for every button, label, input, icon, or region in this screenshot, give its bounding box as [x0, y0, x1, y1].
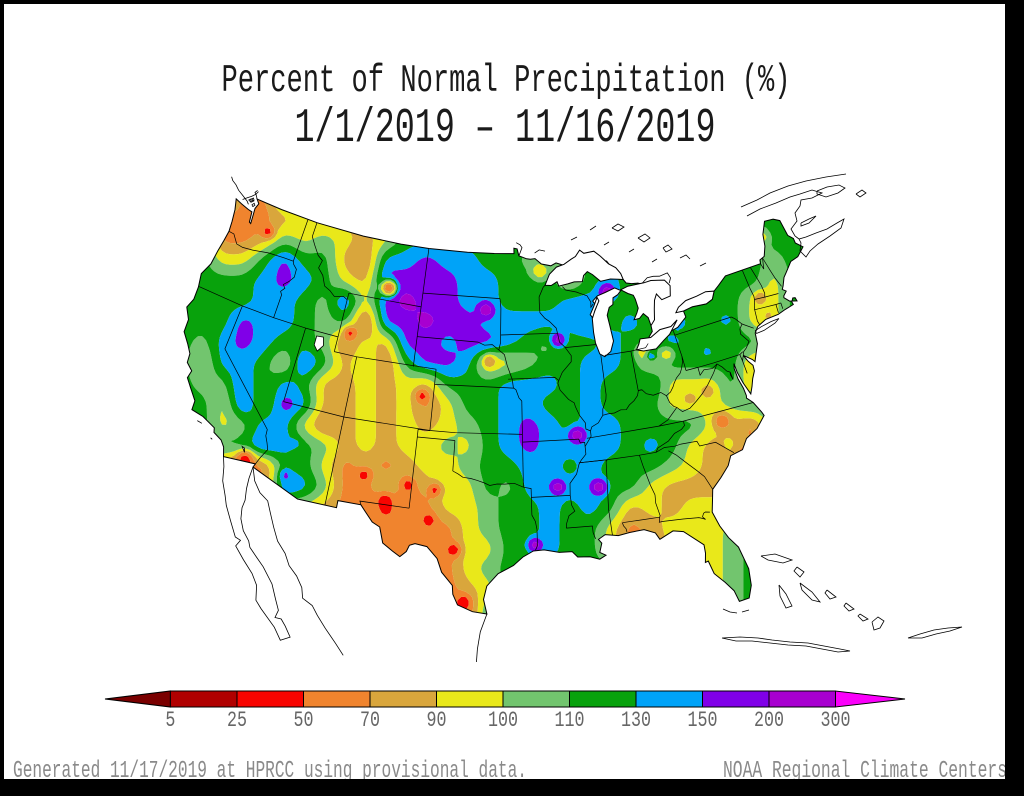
svg-text:25: 25 [227, 708, 247, 733]
svg-text:150: 150 [688, 708, 718, 733]
svg-text:1/1/2019 – 11/16/2019: 1/1/2019 – 11/16/2019 [295, 102, 716, 156]
svg-text:130: 130 [621, 708, 651, 733]
svg-text:5: 5 [165, 708, 175, 733]
svg-text:300: 300 [821, 708, 851, 733]
svg-text:110: 110 [555, 708, 585, 733]
svg-text:200: 200 [754, 708, 784, 733]
svg-text:90: 90 [427, 708, 447, 733]
svg-text:70: 70 [360, 708, 380, 733]
svg-text:50: 50 [294, 708, 314, 733]
svg-text:Percent of Normal Precipitatio: Percent of Normal Precipitation (%) [222, 59, 791, 103]
svg-text:100: 100 [488, 708, 518, 733]
